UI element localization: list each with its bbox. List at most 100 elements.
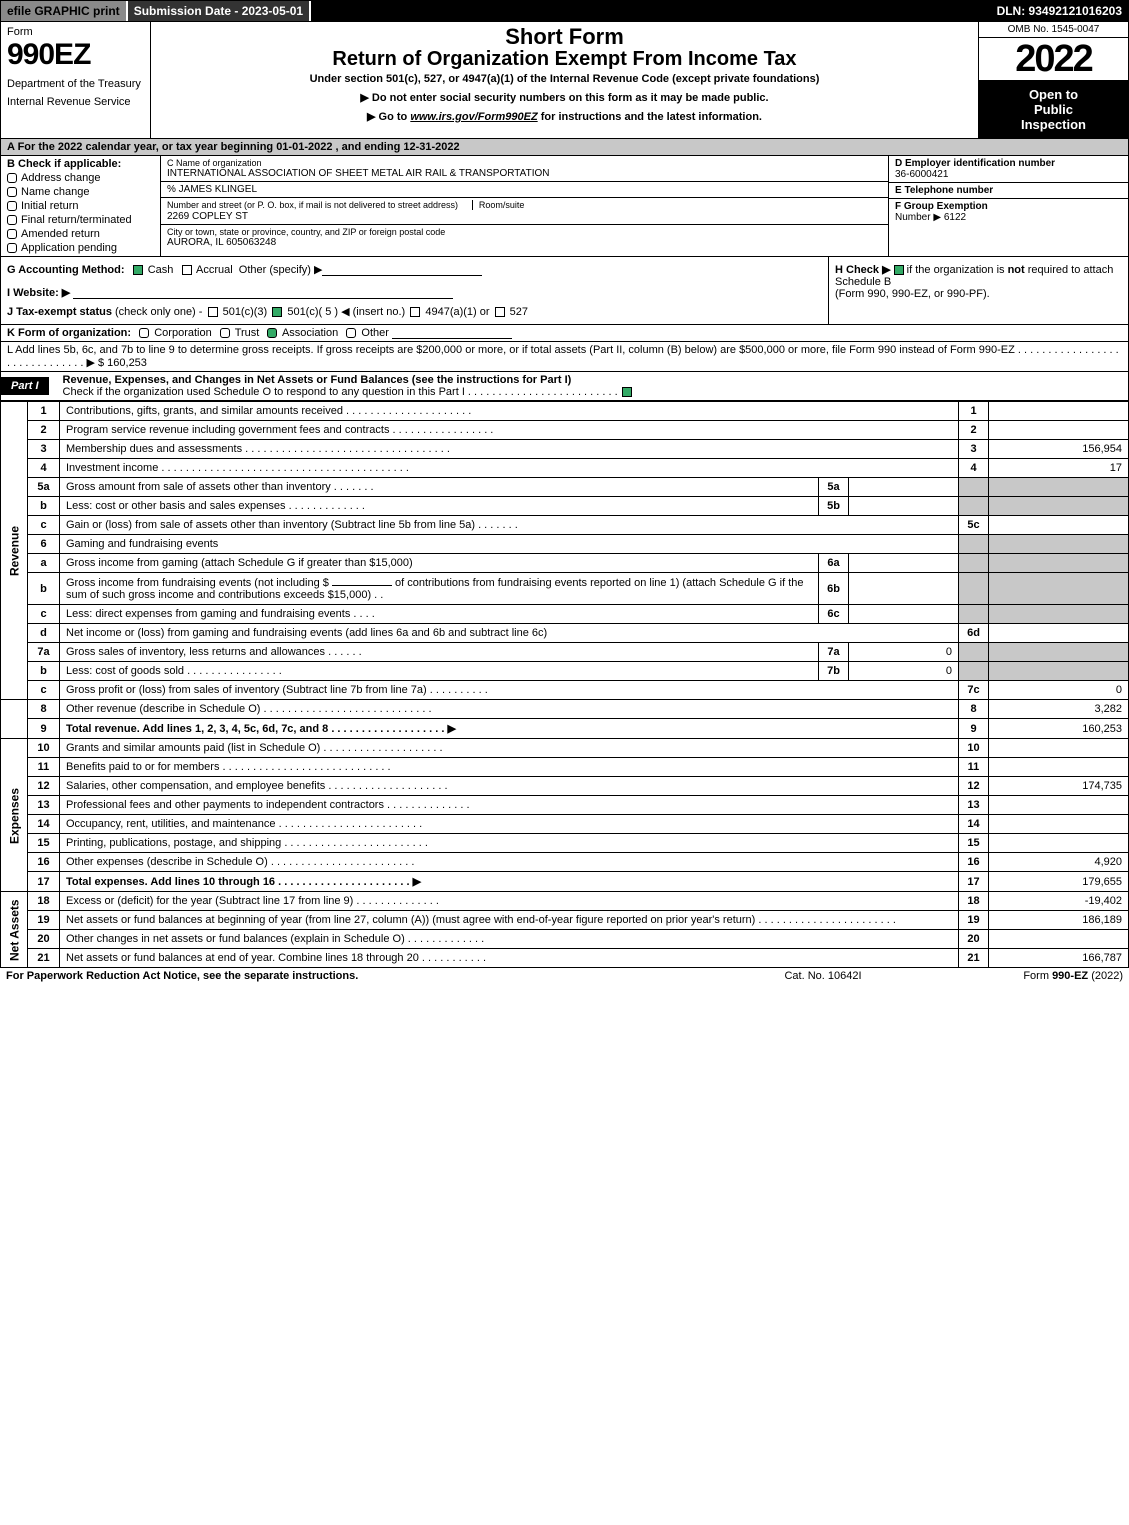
l19-num: 19 [28, 911, 60, 930]
l5b-num: b [28, 497, 60, 516]
chk-501c3[interactable] [208, 307, 218, 317]
l3-num: 3 [28, 440, 60, 459]
i-website-input[interactable] [73, 287, 453, 299]
chk-h[interactable] [894, 265, 904, 275]
l1-rlbl: 1 [959, 402, 989, 421]
chk-cash[interactable] [133, 265, 143, 275]
chk-501c[interactable] [272, 307, 282, 317]
l7a-rvshade [989, 643, 1129, 662]
l6b-mv [849, 573, 959, 605]
j-label: J Tax-exempt status [7, 306, 112, 318]
l20-rval [989, 930, 1129, 949]
chk-name-change[interactable]: Name change [7, 186, 154, 198]
chk-initial-return[interactable]: Initial return [7, 200, 154, 212]
dln-label: DLN: 93492121016203 [991, 1, 1128, 21]
chk-assoc[interactable] [267, 328, 277, 338]
goto-pre: ▶ Go to [367, 111, 410, 123]
l17-rlbl: 17 [959, 872, 989, 892]
chk-application-pending[interactable]: Application pending [7, 242, 154, 254]
l3-rval: 156,954 [989, 440, 1129, 459]
box-b: B Check if applicable: Address change Na… [1, 156, 161, 256]
l6b-rshade [959, 573, 989, 605]
chk-trust[interactable] [220, 328, 230, 338]
l11-desc: Benefits paid to or for members . . . . … [60, 758, 959, 777]
part1-sub: Check if the organization used Schedule … [63, 386, 618, 398]
l6b-pre: Gross income from fundraising events (no… [66, 577, 329, 589]
box-g-i-j: G Accounting Method: Cash Accrual Other … [1, 257, 828, 324]
l12-rval: 174,735 [989, 777, 1129, 796]
l8-rval: 3,282 [989, 700, 1129, 719]
box-f: F Group Exemption Number ▶ 6122 [889, 199, 1128, 256]
inspect-line1: Open to [981, 87, 1126, 102]
h-rest2: (Form 990, 990-EZ, or 990-PF). [835, 288, 1122, 300]
k-other-input[interactable] [392, 327, 512, 339]
chk-final-return[interactable]: Final return/terminated [7, 214, 154, 226]
l5a-ml: 5a [819, 478, 849, 497]
l2-num: 2 [28, 421, 60, 440]
box-h: H Check ▶ if the organization is not req… [828, 257, 1128, 324]
chk-accrual[interactable] [182, 265, 192, 275]
checkbox-icon [7, 243, 17, 253]
h-text: if the organization is [907, 264, 1008, 276]
l8-num: 8 [28, 700, 60, 719]
chk-label: Final return/terminated [21, 214, 132, 226]
l5b-rvshade [989, 497, 1129, 516]
efile-print-label[interactable]: efile GRAPHIC print [1, 1, 128, 21]
l8-rlbl: 8 [959, 700, 989, 719]
irs-label: Internal Revenue Service [7, 96, 144, 108]
l16-rlbl: 16 [959, 853, 989, 872]
checkbox-icon [7, 215, 17, 225]
l7a-desc: Gross sales of inventory, less returns a… [60, 643, 819, 662]
k-other: Other [361, 327, 389, 339]
chk-amended-return[interactable]: Amended return [7, 228, 154, 240]
row-l: L Add lines 5b, 6c, and 7b to line 9 to … [0, 342, 1129, 372]
l6-rshade [959, 535, 989, 554]
l19-rval: 186,189 [989, 911, 1129, 930]
l6b-input[interactable] [332, 576, 392, 586]
l6a-rshade [959, 554, 989, 573]
form-word: Form [7, 26, 144, 38]
l13-rlbl: 13 [959, 796, 989, 815]
chk-other[interactable] [346, 328, 356, 338]
g-label: G Accounting Method: [7, 264, 125, 276]
f-value: 6122 [944, 212, 966, 223]
chk-address-change[interactable]: Address change [7, 172, 154, 184]
l17-desc: Total expenses. Add lines 10 through 16 … [60, 872, 959, 892]
l15-rlbl: 15 [959, 834, 989, 853]
l19-rlbl: 19 [959, 911, 989, 930]
chk-527[interactable] [495, 307, 505, 317]
f-label: F Group Exemption [895, 201, 988, 212]
footer-formref: Form 990-EZ (2022) [923, 970, 1123, 982]
l7b-rvshade [989, 662, 1129, 681]
footer-paperwork: For Paperwork Reduction Act Notice, see … [6, 970, 723, 982]
h-label: H Check ▶ [835, 264, 891, 276]
l6a-ml: 6a [819, 554, 849, 573]
chk-label: Initial return [21, 200, 78, 212]
l6c-mv [849, 605, 959, 624]
box-c: C Name of organization INTERNATIONAL ASS… [161, 156, 888, 256]
chk-4947[interactable] [410, 307, 420, 317]
chk-corp[interactable] [139, 328, 149, 338]
l15-desc: Printing, publications, postage, and shi… [60, 834, 959, 853]
g-accrual: Accrual [196, 264, 233, 276]
l10-rval [989, 739, 1129, 758]
c-street-row: Number and street (or P. O. box, if mail… [161, 198, 888, 225]
c-name-value: INTERNATIONAL ASSOCIATION OF SHEET METAL… [167, 168, 882, 179]
goto-link[interactable]: www.irs.gov/Form990EZ [410, 111, 537, 123]
inspect-line2: Public [981, 102, 1126, 117]
l6a-rvshade [989, 554, 1129, 573]
part1-header: Part I Revenue, Expenses, and Changes in… [0, 372, 1129, 401]
form-code: 990EZ [7, 38, 144, 72]
l14-rval [989, 815, 1129, 834]
chk-schedule-o[interactable] [622, 387, 632, 397]
k-label: K Form of organization: [7, 327, 131, 339]
l2-rval [989, 421, 1129, 440]
l7b-rshade [959, 662, 989, 681]
g-other-input[interactable] [322, 264, 482, 276]
l14-rlbl: 14 [959, 815, 989, 834]
row-a-tax-year: A For the 2022 calendar year, or tax yea… [0, 139, 1129, 156]
page-footer: For Paperwork Reduction Act Notice, see … [0, 968, 1129, 984]
l13-num: 13 [28, 796, 60, 815]
l2-rlbl: 2 [959, 421, 989, 440]
title-short-form: Short Form [157, 24, 972, 50]
